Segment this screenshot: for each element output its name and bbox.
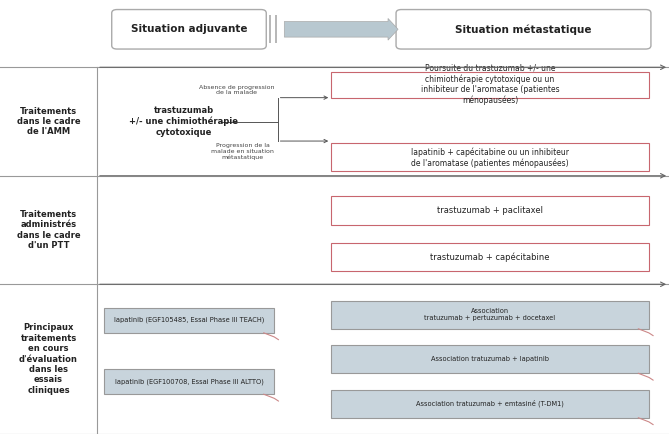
Text: Poursuite du trastuzumab +/- une
chimiothérapie cytotoxique ou un
inhibiteur de : Poursuite du trastuzumab +/- une chimiot… xyxy=(421,64,559,105)
FancyBboxPatch shape xyxy=(331,301,649,329)
FancyBboxPatch shape xyxy=(331,196,649,225)
Text: Principaux
traitements
en cours
d'évaluation
dans les
essais
cliniques: Principaux traitements en cours d'évalua… xyxy=(19,323,78,395)
Text: Traitements
administrés
dans le cadre
d'un PTT: Traitements administrés dans le cadre d'… xyxy=(17,210,80,250)
FancyBboxPatch shape xyxy=(396,10,651,49)
FancyBboxPatch shape xyxy=(112,10,266,49)
Text: Association tratuzumab + emtasiné (T-DM1): Association tratuzumab + emtasiné (T-DM1… xyxy=(416,400,564,408)
Text: trastuzumab
+/- une chimiothérapie
cytotoxique: trastuzumab +/- une chimiothérapie cytot… xyxy=(130,106,238,137)
FancyBboxPatch shape xyxy=(331,390,649,418)
FancyBboxPatch shape xyxy=(104,369,274,394)
Polygon shape xyxy=(284,18,398,40)
Text: Situation adjuvante: Situation adjuvante xyxy=(130,24,248,34)
Text: Absence de progression
de la malade: Absence de progression de la malade xyxy=(199,85,274,95)
Text: lapatinib (EGF105485, Essai Phase III TEACH): lapatinib (EGF105485, Essai Phase III TE… xyxy=(114,317,264,323)
FancyBboxPatch shape xyxy=(331,72,649,98)
FancyBboxPatch shape xyxy=(104,308,274,333)
Text: trastuzumab + paclitaxel: trastuzumab + paclitaxel xyxy=(437,206,543,215)
FancyBboxPatch shape xyxy=(331,345,649,373)
Text: Progression de la
malade en situation
métastatique: Progression de la malade en situation mé… xyxy=(211,143,274,161)
Text: Association
tratuzumab + pertuzumab + docetaxel: Association tratuzumab + pertuzumab + do… xyxy=(424,308,556,321)
Text: lapatinib (EGF100708, Essai Phase III ALTTO): lapatinib (EGF100708, Essai Phase III AL… xyxy=(114,378,264,385)
Text: Traitements
dans le cadre
de l'AMM: Traitements dans le cadre de l'AMM xyxy=(17,107,80,136)
Text: Association tratuzumab + lapatinib: Association tratuzumab + lapatinib xyxy=(431,356,549,362)
FancyBboxPatch shape xyxy=(331,243,649,271)
Text: Situation métastatique: Situation métastatique xyxy=(455,24,592,35)
Text: trastuzumab + capécitabine: trastuzumab + capécitabine xyxy=(430,253,550,262)
FancyBboxPatch shape xyxy=(331,143,649,171)
Text: lapatinib + capécitabine ou un inhibiteur
de l'aromatase (patientes ménopausées): lapatinib + capécitabine ou un inhibiteu… xyxy=(411,147,569,168)
